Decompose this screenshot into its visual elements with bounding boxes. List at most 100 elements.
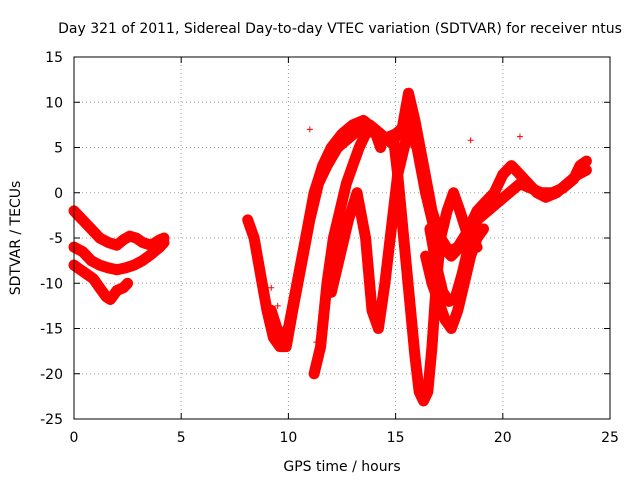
data-point: [362, 130, 369, 137]
x-tick-label: 25: [601, 430, 619, 446]
data-point: [499, 171, 506, 178]
x-tick-label: 20: [494, 430, 512, 446]
data-point: [139, 257, 146, 264]
data-point: [542, 194, 549, 201]
data-point: [429, 280, 436, 287]
y-tick-label: -5: [49, 231, 63, 247]
data-point: [401, 144, 408, 151]
data-point: [122, 264, 129, 271]
data-point: [429, 343, 436, 350]
data-point: [113, 287, 120, 294]
data-point: [156, 244, 163, 251]
y-tick-label: 5: [54, 141, 63, 157]
data-point: [456, 207, 463, 214]
data-point: [424, 388, 431, 395]
data-point: [336, 253, 343, 260]
data-point: [422, 253, 429, 260]
outlier-point: [516, 133, 523, 140]
outlier-point: [306, 126, 313, 133]
data-point: [564, 180, 571, 187]
data-point: [336, 207, 343, 214]
y-tick-label: 15: [45, 50, 63, 66]
data-point: [411, 117, 418, 124]
data-point: [293, 280, 300, 287]
data-point: [244, 216, 251, 223]
data-point: [113, 242, 120, 249]
data-point: [444, 207, 451, 214]
data-point: [105, 239, 112, 246]
data-point: [506, 189, 513, 196]
data-point: [491, 189, 498, 196]
y-tick-label: -10: [40, 276, 63, 292]
data-point: [583, 167, 590, 174]
data-point: [426, 225, 433, 232]
data-point: [446, 298, 453, 305]
data-point: [484, 207, 491, 214]
data-point: [534, 189, 541, 196]
data-point: [369, 307, 376, 314]
data-point: [454, 307, 461, 314]
data-point: [317, 343, 324, 350]
data-point: [414, 144, 421, 151]
data-point: [448, 325, 455, 332]
data-point: [495, 198, 502, 205]
x-tick-label: 15: [387, 430, 405, 446]
data-point: [439, 289, 446, 296]
data-point: [79, 248, 86, 255]
data-point: [328, 144, 335, 151]
data-point: [390, 135, 397, 142]
data-point: [459, 271, 466, 278]
data-point: [407, 307, 414, 314]
data-points: [68, 87, 592, 407]
y-ticks: -25 -20 -15 -10 -5 0 5 10 15: [40, 50, 610, 428]
data-point: [375, 325, 382, 332]
data-point: [103, 293, 110, 300]
data-point: [377, 144, 384, 151]
data-point: [403, 262, 410, 269]
data-point: [285, 325, 292, 332]
data-point: [345, 135, 352, 142]
data-point: [339, 130, 345, 137]
data-point: [268, 307, 275, 314]
data-point: [450, 189, 457, 196]
data-point: [96, 284, 103, 291]
data-point: [471, 230, 478, 237]
x-tick-label: 0: [70, 430, 79, 446]
data-point: [422, 189, 429, 196]
data-point: [77, 266, 84, 273]
outlier-point: [274, 302, 281, 309]
data-point: [133, 235, 140, 241]
data-point: [437, 235, 444, 241]
y-tick-label: 0: [54, 186, 63, 202]
chart-title: Day 321 of 2011, Sidereal Day-to-day VTE…: [58, 21, 622, 37]
x-ticks: 0 5 10 15 20 25: [70, 57, 619, 446]
data-point: [319, 162, 326, 169]
data-point: [574, 171, 581, 178]
data-point: [257, 271, 264, 278]
data-point: [148, 251, 155, 258]
data-point: [330, 235, 337, 241]
data-point: [79, 216, 86, 223]
data-point: [388, 225, 395, 232]
data-point: [525, 180, 532, 187]
y-tick-label: -20: [40, 367, 63, 383]
data-point: [508, 162, 515, 169]
data-point: [120, 236, 127, 243]
data-point: [311, 189, 318, 196]
data-point: [441, 316, 448, 323]
data-point: [96, 235, 103, 241]
data-point: [356, 144, 363, 151]
data-point: [126, 233, 133, 240]
series-track-3: [68, 259, 134, 305]
outlier-point: [313, 339, 320, 346]
data-point: [120, 284, 127, 291]
y-axis-title: SDTVAR / TECUs: [8, 181, 24, 296]
data-point: [107, 296, 114, 303]
data-point: [371, 126, 378, 133]
data-point: [360, 117, 367, 124]
data-point: [88, 225, 95, 232]
series-track-2: [68, 237, 170, 276]
data-point: [131, 262, 138, 269]
data-point: [113, 266, 120, 273]
